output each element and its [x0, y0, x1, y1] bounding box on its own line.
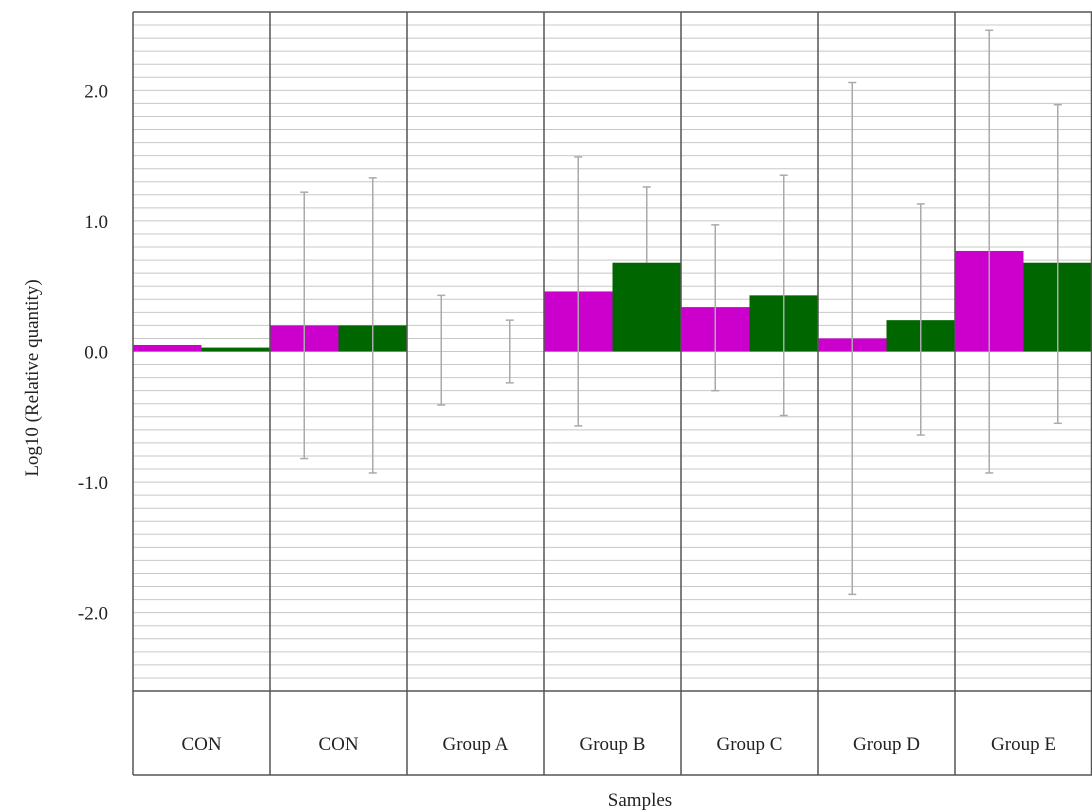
- grid-lines: [133, 24, 1092, 679]
- bar: [133, 344, 202, 352]
- y-axis-title: Log10 (Relative quantity): [22, 279, 43, 476]
- category-label: CON: [318, 734, 358, 755]
- category-label: Group C: [717, 734, 783, 755]
- y-tick-label: 2.0: [84, 81, 108, 102]
- category-label: Group B: [580, 734, 646, 755]
- y-tick-labels: -2.0 -1.0 0.0 1.0 2.0: [78, 81, 108, 624]
- category-labels: CON CON Group A Group B Group C Group D Group …: [181, 734, 1056, 755]
- bar: [612, 262, 681, 352]
- y-tick-label: 1.0: [84, 212, 108, 233]
- category-label: Group D: [853, 734, 920, 755]
- category-label: Group A: [443, 734, 509, 755]
- error-bars: [300, 29, 1062, 596]
- x-axis-title: Samples: [608, 790, 672, 811]
- category-label: Group E: [991, 734, 1056, 755]
- y-tick-label: -1.0: [78, 473, 108, 494]
- y-tick-label: 0.0: [84, 343, 108, 364]
- bar: [201, 347, 270, 352]
- plot-frame: [132, 11, 1092, 776]
- y-tick-label: -2.0: [78, 604, 108, 625]
- bars: [133, 250, 1092, 352]
- category-label: CON: [181, 734, 221, 755]
